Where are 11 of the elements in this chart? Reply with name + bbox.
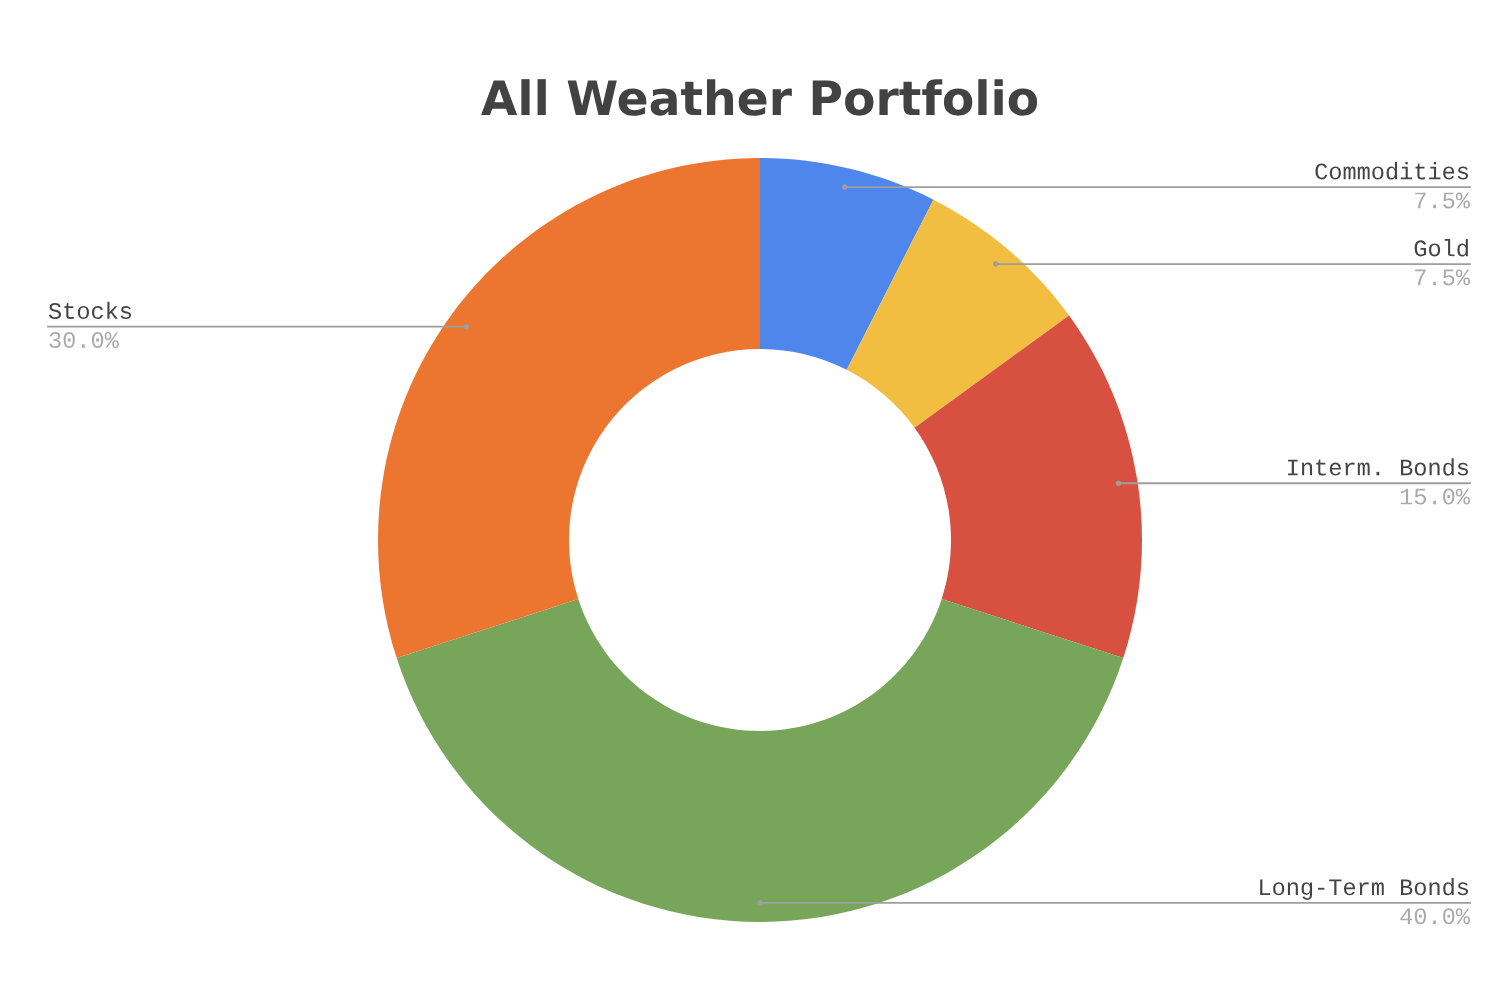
data-label: 7.5% xyxy=(1415,192,1471,209)
slice-label: Commodities xyxy=(1315,162,1469,180)
data-label: 30.0% xyxy=(49,332,119,349)
data-label: 15.0% xyxy=(1400,488,1471,505)
data-label: 40.0% xyxy=(1400,908,1471,925)
slice-label: Long-Term Bonds xyxy=(1260,877,1469,900)
data-label: 7.5% xyxy=(1415,269,1471,286)
slice-label: Gold xyxy=(1414,239,1468,257)
chart-title: All Weather Portfolio xyxy=(481,79,1038,116)
slice-label: Interm. Bonds xyxy=(1288,458,1469,476)
slice-label: Stocks xyxy=(48,301,132,320)
